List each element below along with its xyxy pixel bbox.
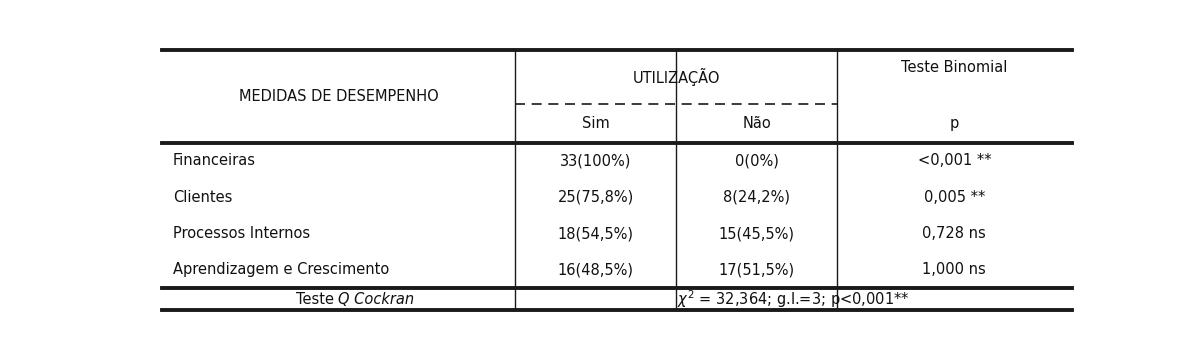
Text: Teste: Teste	[296, 292, 338, 307]
Text: <0,001 **: <0,001 **	[918, 153, 991, 168]
Text: 0,005 **: 0,005 **	[924, 190, 985, 205]
Text: 16(48,5%): 16(48,5%)	[558, 262, 634, 277]
Text: 25(75,8%): 25(75,8%)	[558, 190, 634, 205]
Text: 15(45,5%): 15(45,5%)	[718, 226, 795, 241]
Text: 0(0%): 0(0%)	[735, 153, 778, 168]
Text: 1,000 ns: 1,000 ns	[923, 262, 986, 277]
Text: Teste Binomial: Teste Binomial	[901, 60, 1007, 75]
Text: Financeiras: Financeiras	[173, 153, 256, 168]
Text: Não: Não	[742, 116, 771, 131]
Text: Processos Internos: Processos Internos	[173, 226, 310, 241]
Text: p: p	[949, 116, 959, 131]
Text: Aprendizagem e Crescimento: Aprendizagem e Crescimento	[173, 262, 389, 277]
Text: $\chi^2$ = 32,364; g.l.=3; p<0,001**: $\chi^2$ = 32,364; g.l.=3; p<0,001**	[677, 288, 909, 310]
Text: 17(51,5%): 17(51,5%)	[718, 262, 795, 277]
Text: 33(100%): 33(100%)	[561, 153, 632, 168]
Text: 18(54,5%): 18(54,5%)	[558, 226, 634, 241]
Text: Sim: Sim	[582, 116, 610, 131]
Text: Q Cockran: Q Cockran	[338, 292, 415, 307]
Text: 8(24,2%): 8(24,2%)	[723, 190, 790, 205]
Text: 0,728 ns: 0,728 ns	[923, 226, 986, 241]
Text: Clientes: Clientes	[173, 190, 232, 205]
Text: UTILIZAÇÃO: UTILIZAÇÃO	[633, 68, 721, 86]
Text: MEDIDAS DE DESEMPENHO: MEDIDAS DE DESEMPENHO	[238, 89, 438, 104]
